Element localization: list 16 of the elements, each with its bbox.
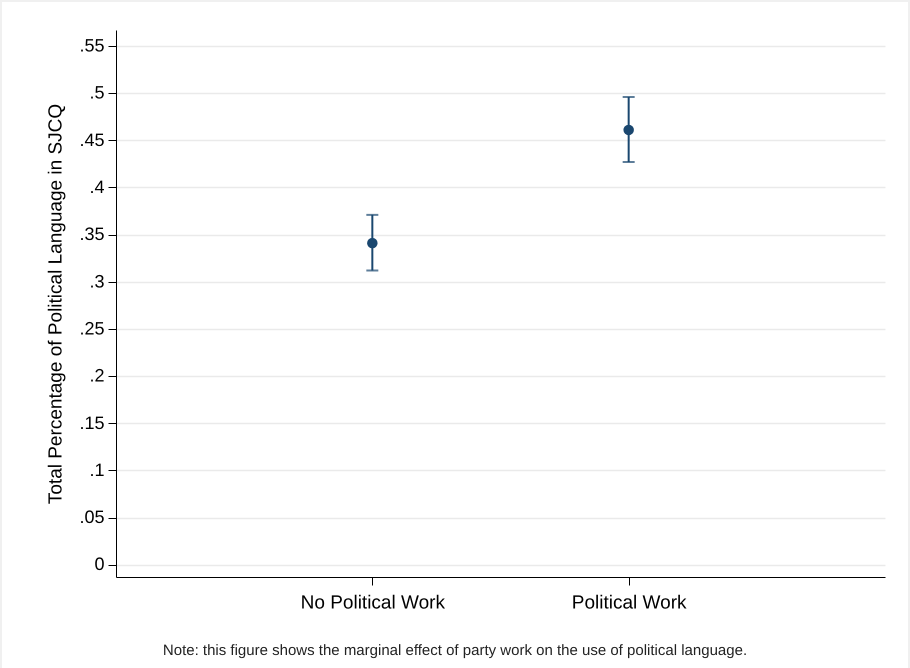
y-tick-label: .55 bbox=[79, 36, 104, 56]
y-tick-label: .25 bbox=[79, 318, 104, 338]
y-axis-title: Total Percentage of Political Language in SJCQ bbox=[45, 104, 66, 504]
y-tick-label: .5 bbox=[89, 82, 104, 103]
y-tick-label: .15 bbox=[79, 412, 104, 433]
x-tick-label: Political Work bbox=[572, 592, 688, 614]
x-tick-label: No Political Work bbox=[300, 592, 446, 614]
text: Note: this figure shows the marginal effect of party work on the use of political language. bbox=[162, 642, 748, 659]
y-tick-label: .05 bbox=[79, 507, 104, 528]
y-tick-label: .45 bbox=[79, 130, 104, 150]
y-tick-label: .3 bbox=[89, 271, 104, 292]
y-tick-label: .1 bbox=[89, 460, 104, 480]
y-tick-label: .4 bbox=[89, 177, 104, 197]
y-tick-label: .35 bbox=[79, 224, 104, 244]
y-tick-label: 0 bbox=[94, 554, 104, 574]
y-tick-label: .2 bbox=[89, 366, 104, 386]
